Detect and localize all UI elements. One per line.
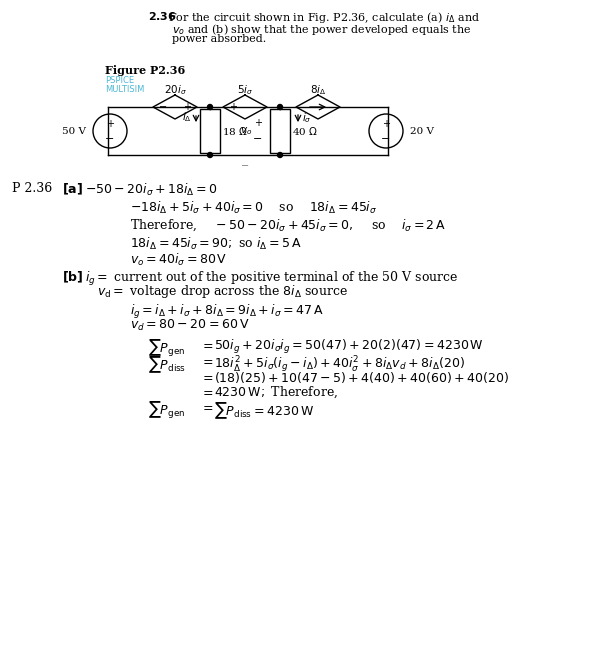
Text: $8i_\Delta$: $8i_\Delta$ <box>310 83 326 97</box>
Text: $18i_\Delta = 45i_\sigma = 90;$ so $i_\Delta = 5\,\mathrm{A}$: $18i_\Delta = 45i_\sigma = 90;$ so $i_\D… <box>130 236 302 252</box>
Text: $v_o = 40i_\sigma = 80\,\mathrm{V}$: $v_o = 40i_\sigma = 80\,\mathrm{V}$ <box>130 252 227 268</box>
Text: $50i_g + 20i_\sigma i_g = 50(47) + 20(2)(47) = 4230\,\mathrm{W}$: $50i_g + 20i_\sigma i_g = 50(47) + 20(2)… <box>214 338 484 356</box>
Text: For the circuit shown in Fig. P2.36, calculate (a) $i_\Delta$ and: For the circuit shown in Fig. P2.36, cal… <box>168 10 480 25</box>
Text: $=$: $=$ <box>200 385 214 398</box>
Text: 40 $\Omega$: 40 $\Omega$ <box>292 125 318 137</box>
Text: 20 V: 20 V <box>410 127 434 136</box>
Text: $v_o$: $v_o$ <box>240 125 252 137</box>
Text: $-50 - 20i_\sigma + 18i_\Delta = 0$: $-50 - 20i_\sigma + 18i_\Delta = 0$ <box>85 182 217 198</box>
Text: 18 $\Omega$: 18 $\Omega$ <box>222 125 248 137</box>
Text: Therefore, $\quad -50 - 20i_\sigma + 45i_\sigma = 0, \quad$ so $\quad i_\sigma =: Therefore, $\quad -50 - 20i_\sigma + 45i… <box>130 218 446 233</box>
Text: +: + <box>183 102 191 112</box>
Text: $20i_\sigma$: $20i_\sigma$ <box>163 83 186 97</box>
Text: −: − <box>253 134 263 144</box>
Text: $(18)(25) + 10(47 - 5) + 4(40) + 40(60) + 40(20)$: $(18)(25) + 10(47 - 5) + 4(40) + 40(60) … <box>214 370 509 385</box>
Text: $\sum P_\mathrm{gen}$: $\sum P_\mathrm{gen}$ <box>148 338 185 359</box>
Text: $\sum P_\mathrm{diss}$: $\sum P_\mathrm{diss}$ <box>148 354 186 375</box>
Text: $v_o$ and (b) show that the power developed equals the: $v_o$ and (b) show that the power develo… <box>172 22 471 37</box>
Text: MULTISIM: MULTISIM <box>105 85 144 94</box>
Text: $5i_\sigma$: $5i_\sigma$ <box>237 83 253 97</box>
FancyBboxPatch shape <box>200 109 220 153</box>
Text: $18i_\Delta^2 + 5i_\sigma(i_g - i_\Delta) + 40i_\sigma^2 + 8i_\Delta v_d + 8i_\D: $18i_\Delta^2 + 5i_\sigma(i_g - i_\Delta… <box>214 354 465 375</box>
Text: $=$: $=$ <box>200 400 214 413</box>
Text: PSPICE: PSPICE <box>105 76 134 85</box>
Text: −: − <box>241 161 249 171</box>
Text: $\mathbf{[a]}$: $\mathbf{[a]}$ <box>62 182 83 197</box>
Text: $4230\,\mathrm{W};$ Therefore,: $4230\,\mathrm{W};$ Therefore, <box>214 385 338 401</box>
Text: +: + <box>382 119 390 129</box>
Text: −: − <box>381 134 391 144</box>
Text: power absorbed.: power absorbed. <box>172 34 266 44</box>
Text: $\sum P_\mathrm{diss} = 4230\,\mathrm{W}$: $\sum P_\mathrm{diss} = 4230\,\mathrm{W}… <box>214 400 314 421</box>
Text: $v_\mathrm{d} =$ voltage drop across the $8i_\Delta$ source: $v_\mathrm{d} =$ voltage drop across the… <box>97 283 348 300</box>
Text: $-18i_\Delta + 5i_\sigma + 40i_\sigma = 0 \quad$ so $\quad 18i_\Delta = 45i_\sig: $-18i_\Delta + 5i_\sigma + 40i_\sigma = … <box>130 200 377 216</box>
Text: $=$: $=$ <box>200 370 214 383</box>
Text: $\sum P_\mathrm{gen}$: $\sum P_\mathrm{gen}$ <box>148 400 185 421</box>
Circle shape <box>278 152 282 158</box>
Text: Figure P2.36: Figure P2.36 <box>105 65 185 76</box>
Text: $i_\Delta$: $i_\Delta$ <box>182 110 192 124</box>
Text: +: + <box>254 118 262 128</box>
Text: $=$: $=$ <box>200 338 214 351</box>
Text: P 2.36: P 2.36 <box>12 182 52 195</box>
Text: $\mathbf{2.36}$: $\mathbf{2.36}$ <box>148 10 177 22</box>
Text: +: + <box>229 102 237 112</box>
Text: $=$: $=$ <box>200 354 214 367</box>
Text: $i_\sigma$: $i_\sigma$ <box>302 112 311 125</box>
Text: −: − <box>159 102 167 112</box>
Circle shape <box>208 105 213 110</box>
Circle shape <box>208 152 213 158</box>
Text: $v_d = 80 - 20 = 60\,\mathrm{V}$: $v_d = 80 - 20 = 60\,\mathrm{V}$ <box>130 318 250 333</box>
Text: $i_g =$ current out of the positive terminal of the 50 V source: $i_g =$ current out of the positive term… <box>85 270 459 288</box>
Text: +: + <box>106 119 114 129</box>
Text: $i_g = i_\Delta + i_\sigma + 8i_\Delta = 9i_\Delta + i_\sigma = 47\,\mathrm{A}$: $i_g = i_\Delta + i_\sigma + 8i_\Delta =… <box>130 303 324 321</box>
Text: $\mathbf{[b]}$: $\mathbf{[b]}$ <box>62 270 83 285</box>
Text: 50 V: 50 V <box>62 127 86 136</box>
Circle shape <box>278 105 282 110</box>
Text: −: − <box>105 134 115 144</box>
FancyBboxPatch shape <box>270 109 290 153</box>
